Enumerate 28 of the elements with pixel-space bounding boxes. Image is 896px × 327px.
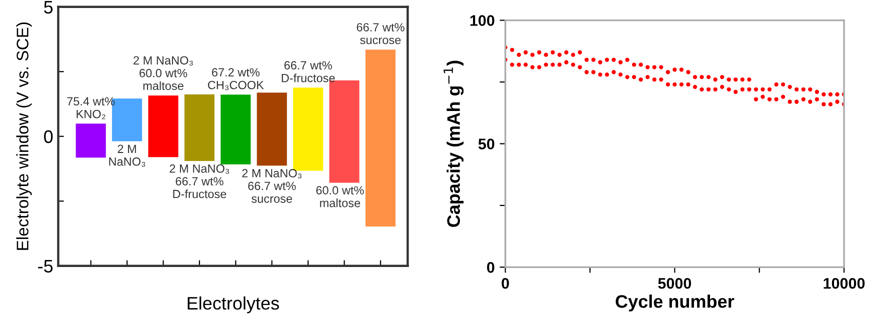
y-axis-title: Electrolyte window (V vs. SCE): [16, 22, 32, 250]
x-tick-label: 5000: [658, 278, 692, 289]
annotation: 2 M NaNO₃ 60.0 wt% maltose: [134, 56, 193, 90]
annotation: 2 M NaNO₃ 66.7 wt% sucrose: [242, 169, 302, 203]
x-axis-title: Cycle number: [616, 294, 734, 312]
y-tick-label: 0: [44, 130, 53, 144]
y-tick-label: 5: [44, 0, 53, 14]
x-tick-label: 0: [502, 278, 509, 289]
annotation: 2 M NaNO₃ 66.7 wt% D-fructose: [170, 164, 230, 198]
bar: [184, 94, 214, 161]
bar: [293, 88, 324, 171]
annotation: 60.0 wt% maltose: [316, 186, 364, 208]
x-tick-label: 10000: [824, 278, 865, 289]
annotation: 67.2 wt% CH₃COOK: [208, 68, 264, 90]
annotation: 66.7 wt% sucrose: [356, 23, 404, 44]
y-tick-label: 100: [470, 15, 494, 26]
x-axis-title: Electrolytes: [188, 296, 279, 314]
bar: [76, 124, 106, 158]
bar: [220, 94, 251, 164]
y-tick-label: -5: [38, 260, 53, 273]
bar: [148, 95, 178, 158]
annotation: 2 M NaNO₃: [109, 144, 146, 167]
annotation: 66.7 wt% D-fructose: [282, 61, 335, 82]
y-tick-label: 0: [487, 262, 494, 273]
bar: [256, 92, 287, 166]
y-tick-label: 50: [478, 138, 494, 150]
y-axis-title: Capacity (mAh g$^{−1}$): [444, 60, 464, 227]
bar: [365, 50, 396, 226]
